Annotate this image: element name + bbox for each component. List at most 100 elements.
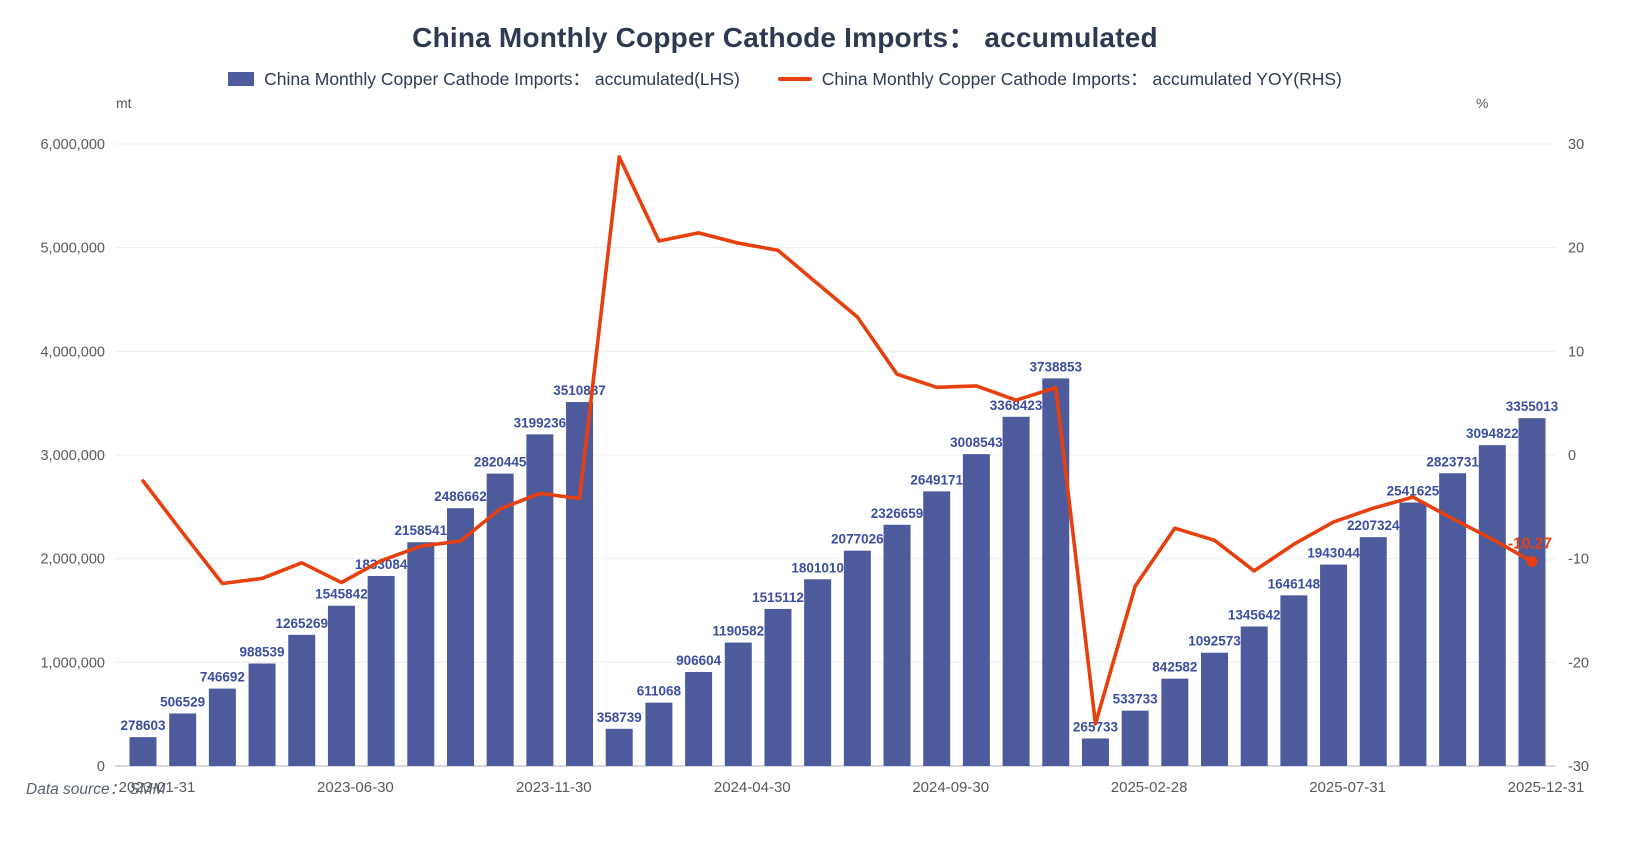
bar[interactable]	[962, 454, 990, 766]
bar[interactable]	[169, 713, 197, 766]
bar-value-label: 2541625	[1387, 484, 1440, 499]
x-axis-label: 2025-12-31	[1508, 779, 1585, 796]
chart-header: China Monthly Copper Cathode Imports： ac…	[0, 16, 1570, 56]
bar[interactable]	[724, 642, 752, 766]
right-axis-tick-label: -30	[1568, 759, 1589, 775]
bar[interactable]	[645, 702, 673, 766]
bar[interactable]	[1478, 445, 1506, 766]
bar[interactable]	[804, 579, 832, 766]
bar[interactable]	[764, 608, 792, 766]
bar[interactable]	[923, 491, 951, 766]
bar-value-label: 1943044	[1307, 546, 1360, 561]
bar[interactable]	[1002, 416, 1030, 766]
bar-value-label: 358739	[597, 710, 642, 725]
bar[interactable]	[1280, 595, 1308, 766]
legend-item-bar[interactable]: China Monthly Copper Cathode Imports： ac…	[228, 66, 740, 91]
bar-value-label: 3355013	[1506, 399, 1559, 414]
bar[interactable]	[1320, 564, 1348, 766]
bar-value-label: 506529	[160, 694, 205, 709]
left-axis-tick-label: 5,000,000	[40, 241, 105, 257]
bar-value-label: 3094822	[1466, 426, 1519, 441]
right-axis-tick-label: -10	[1568, 552, 1589, 568]
bar-value-label: 2326659	[871, 506, 924, 521]
bar[interactable]	[129, 737, 157, 766]
left-axis-unit: mt	[116, 95, 132, 111]
bar-value-label: 842582	[1152, 660, 1197, 675]
bar-value-label: 2486662	[434, 489, 487, 504]
bar[interactable]	[883, 524, 911, 766]
legend-line-label: China Monthly Copper Cathode Imports： ac…	[821, 69, 1342, 89]
page-title: China Monthly Copper Cathode Imports： ac…	[412, 22, 1158, 53]
bar-value-label: 278603	[120, 718, 166, 733]
right-axis-tick-label: 30	[1568, 137, 1584, 153]
right-axis-tick-label: 20	[1568, 241, 1584, 257]
x-axis-label: 2023-01-31	[119, 779, 196, 796]
bar[interactable]	[288, 634, 316, 766]
bar[interactable]	[526, 434, 554, 766]
bar[interactable]	[685, 672, 713, 766]
bar-value-label: 1190582	[712, 624, 764, 639]
bar[interactable]	[1518, 418, 1546, 766]
right-axis-tick-label: 10	[1568, 344, 1584, 360]
bar[interactable]	[1399, 502, 1427, 766]
legend-item-line[interactable]: China Monthly Copper Cathode Imports： ac…	[777, 66, 1342, 91]
legend: China Monthly Copper Cathode Imports： ac…	[0, 66, 1570, 91]
legend-bar-label: China Monthly Copper Cathode Imports： ac…	[264, 69, 740, 89]
bar[interactable]	[605, 728, 633, 766]
bar-value-label: 1646148	[1268, 576, 1321, 591]
bar-value-label: 1545842	[315, 587, 368, 602]
bar[interactable]	[1081, 738, 1109, 766]
bar-value-label: 906604	[676, 653, 722, 668]
bar[interactable]	[1240, 626, 1268, 766]
bar-value-label: 988539	[240, 645, 285, 660]
bar-value-label: 1265269	[275, 616, 328, 631]
bar-series-swatch	[228, 71, 255, 86]
x-axis-label: 2025-02-28	[1111, 779, 1188, 796]
left-axis-tick-label: 6,000,000	[40, 137, 105, 153]
left-axis-tick-label: 0	[97, 759, 105, 775]
yoy-line[interactable]	[141, 155, 1534, 726]
x-axis-label: 2024-04-30	[714, 779, 791, 796]
bar[interactable]	[1161, 678, 1189, 766]
bar-value-label: 2158541	[395, 523, 448, 538]
bar[interactable]	[407, 542, 435, 766]
bar[interactable]	[1359, 537, 1387, 766]
bar[interactable]	[1042, 378, 1070, 766]
x-axis-label: 2025-07-31	[1309, 779, 1386, 796]
bar-value-label: 533733	[1113, 692, 1159, 707]
bar[interactable]	[843, 550, 871, 766]
right-axis-unit: %	[1476, 95, 1489, 111]
left-axis-tick-label: 4,000,000	[40, 344, 105, 360]
bar[interactable]	[486, 473, 514, 766]
bar[interactable]	[1121, 710, 1149, 766]
line-series-swatch	[777, 76, 812, 81]
x-axis-label: 2023-06-30	[317, 779, 394, 796]
left-axis-tick-label: 1,000,000	[40, 655, 105, 671]
bar[interactable]	[208, 688, 236, 766]
bar-value-label: 1801010	[791, 560, 844, 575]
bar-value-label: 265733	[1073, 719, 1119, 734]
bar-value-label: 2207324	[1347, 518, 1400, 533]
data-source: Data source： SMM	[26, 781, 166, 798]
bar-value-label: 1515112	[752, 590, 804, 605]
bar[interactable]	[446, 508, 474, 766]
left-axis-tick-label: 2,000,000	[40, 552, 105, 568]
bar-value-label: 1092573	[1188, 634, 1241, 649]
yoy-end-dot[interactable]	[1526, 555, 1538, 567]
bar-value-label: 3510887	[553, 383, 606, 398]
bar-value-label: 2077026	[831, 532, 884, 547]
bar-value-label: 746692	[200, 670, 245, 685]
bar-value-label: 611068	[637, 684, 682, 699]
bar[interactable]	[327, 605, 355, 766]
right-axis-tick-label: -20	[1568, 655, 1589, 671]
bar-value-label: 1345642	[1228, 608, 1281, 623]
bar-value-label: 2649171	[910, 472, 963, 487]
bar[interactable]	[248, 663, 276, 766]
yoy-end-label: -10.27	[1508, 535, 1552, 552]
bar[interactable]	[1201, 652, 1229, 766]
bar[interactable]	[367, 575, 395, 766]
left-axis-tick-label: 3,000,000	[40, 448, 105, 464]
bar-value-label: 3738853	[1029, 359, 1082, 374]
bar[interactable]	[566, 402, 594, 766]
